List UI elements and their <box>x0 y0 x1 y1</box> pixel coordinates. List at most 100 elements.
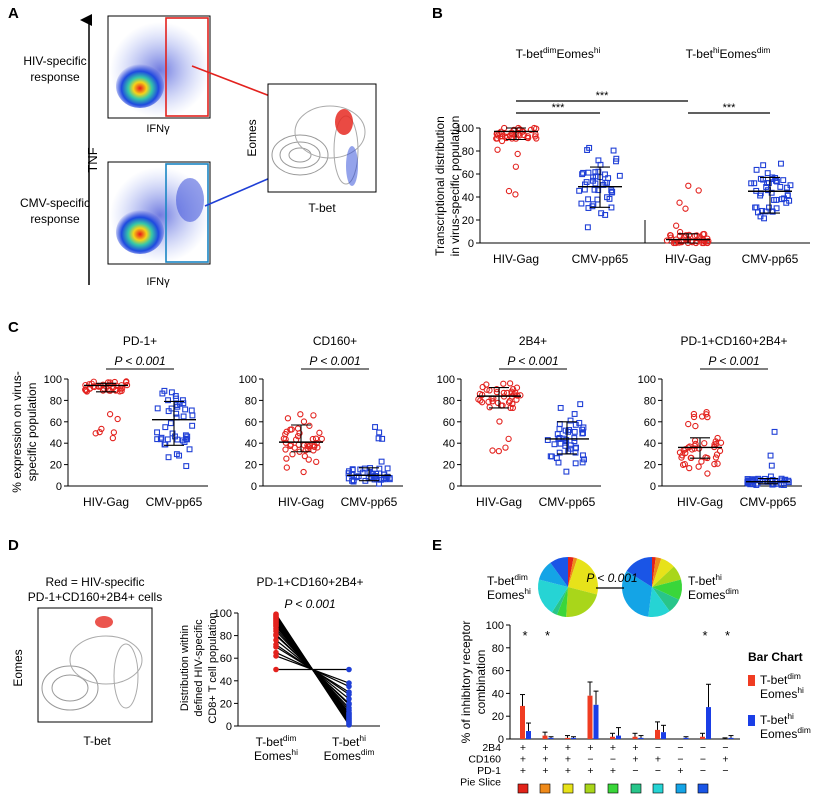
c2-cmv-point <box>349 477 356 484</box>
c2-hiv-point <box>306 422 313 429</box>
b-group-1-point <box>595 187 602 194</box>
c1-hiv-point <box>92 430 99 437</box>
e-pie-p-value: P < 0.001 <box>586 571 637 585</box>
e-bar <box>700 736 705 739</box>
c4-y-tick-label: 0 <box>650 481 656 493</box>
d-point-a <box>273 637 279 643</box>
c2-hiv-point <box>283 464 290 471</box>
panel-label-a: A <box>8 5 19 22</box>
e-bar <box>542 735 548 739</box>
b-sig-label: *** <box>723 102 737 114</box>
d-point-b <box>346 700 352 707</box>
c1-cmv-point <box>180 400 187 407</box>
c2-cmv-point <box>379 435 386 442</box>
e-pie-1-label-line1: T-betdim <box>487 572 528 588</box>
d-point-a <box>273 632 279 639</box>
c1-cmv-point <box>164 436 171 443</box>
c2-hiv-point <box>289 451 296 458</box>
c1-y-tick-label: 40 <box>50 438 62 450</box>
contour-3 <box>288 147 312 163</box>
hiv-flow-density <box>116 64 164 108</box>
b-y-tick-label: 20 <box>462 215 474 227</box>
c2-cmv-point <box>370 470 376 477</box>
c-y-label-1: % expression on virus- <box>10 371 24 492</box>
d-flow-plot-frame <box>37 607 153 723</box>
hiv-cells <box>335 109 353 135</box>
b-group-3-point <box>778 160 784 167</box>
e-sign: − <box>700 742 706 754</box>
c2-hiv-point <box>297 411 304 418</box>
panel-label-b: B <box>432 5 443 22</box>
panel-c-chart-4: 0 20 40 60 80 100 HIV-Gag CMV-pp65 PD-1+CD160+2B… <box>638 334 802 509</box>
c3-y-tick-label: 20 <box>443 460 455 472</box>
e-star: * <box>545 628 550 643</box>
e-sign: − <box>587 754 593 766</box>
d-p-value: P < 0.001 <box>284 597 335 611</box>
e-pie-slice-swatch <box>630 783 642 794</box>
c1-hiv-point <box>91 383 98 391</box>
e-sign: + <box>632 754 638 766</box>
c1-cmv-point <box>173 451 180 458</box>
d-y-label-3: CD8+ T cell population <box>207 612 219 723</box>
c3-hiv-point <box>495 448 502 455</box>
e-sign: + <box>722 754 728 766</box>
c3-cmv-point <box>571 411 578 417</box>
c2-p-value: P < 0.001 <box>309 354 360 368</box>
c4-cmv-point <box>767 452 774 459</box>
b-group-3-point <box>761 215 767 222</box>
b-category-label: HIV-Gag <box>665 252 711 266</box>
b-group-3-point <box>773 205 780 212</box>
b-group-title-2: T-bethiEomesdim <box>686 45 771 61</box>
c1-y-tick-label: 20 <box>50 460 62 472</box>
c1-hiv-point <box>109 434 117 442</box>
c4-hiv-point <box>692 422 699 430</box>
c2-y-tick-label: 60 <box>245 417 257 429</box>
e-row-label: CD160 <box>468 754 501 766</box>
e-sign: − <box>700 754 706 766</box>
e-sign: − <box>722 765 728 777</box>
c4-hiv-point <box>695 463 702 470</box>
d-tbet-label: T-bet <box>83 734 111 748</box>
b-group-1-point <box>602 212 609 218</box>
c1-cmv-point <box>168 389 175 396</box>
d-contour-4 <box>113 643 139 709</box>
c4-hiv-point <box>713 451 721 458</box>
e-legend-swatch <box>748 675 755 686</box>
c2-cmv-point <box>376 429 383 436</box>
ifng-label-bottom: IFNγ <box>146 276 170 288</box>
cmv-response-label-1: CMV-specific <box>20 196 90 210</box>
b-group-3-point <box>777 183 784 190</box>
cmv-gate <box>165 163 209 263</box>
c2-y-tick-label: 40 <box>245 438 257 450</box>
c3-y-tick-label: 0 <box>449 481 455 493</box>
b-group-3-point <box>787 182 794 189</box>
e-bar <box>638 737 644 739</box>
e-bar <box>610 736 615 739</box>
c1-category-label: CMV-pp65 <box>146 495 203 509</box>
b-group-0-point <box>508 135 516 142</box>
c3-cmv-point <box>554 431 561 438</box>
c3-hiv-point <box>500 389 507 397</box>
b-group-3-point <box>752 204 759 211</box>
c2-cmv-point <box>355 473 362 480</box>
d-point-a <box>273 644 279 650</box>
c3-cmv-point <box>557 404 564 411</box>
e-y-tick-label: 20 <box>492 711 504 723</box>
d-contour-1 <box>41 665 99 711</box>
e-pie-1-slice <box>538 562 568 587</box>
e-pie-2-slice <box>626 557 652 587</box>
b-group-1-point <box>613 158 619 165</box>
b-group-3-point <box>762 208 769 215</box>
b-group-0-point <box>516 132 523 139</box>
c2-hiv-point <box>313 458 320 466</box>
e-sign: − <box>632 765 638 777</box>
e-sign: − <box>677 742 683 754</box>
c4-hiv-point <box>704 413 711 421</box>
panel-label-e: E <box>432 537 442 554</box>
cmv-flow-density <box>116 210 164 254</box>
c4-hiv-point <box>686 443 693 450</box>
c1-cmv-point <box>179 437 186 444</box>
panel-label-d: D <box>8 537 19 554</box>
e-pie-1-slice <box>556 587 568 617</box>
c4-hiv-point <box>690 413 698 421</box>
